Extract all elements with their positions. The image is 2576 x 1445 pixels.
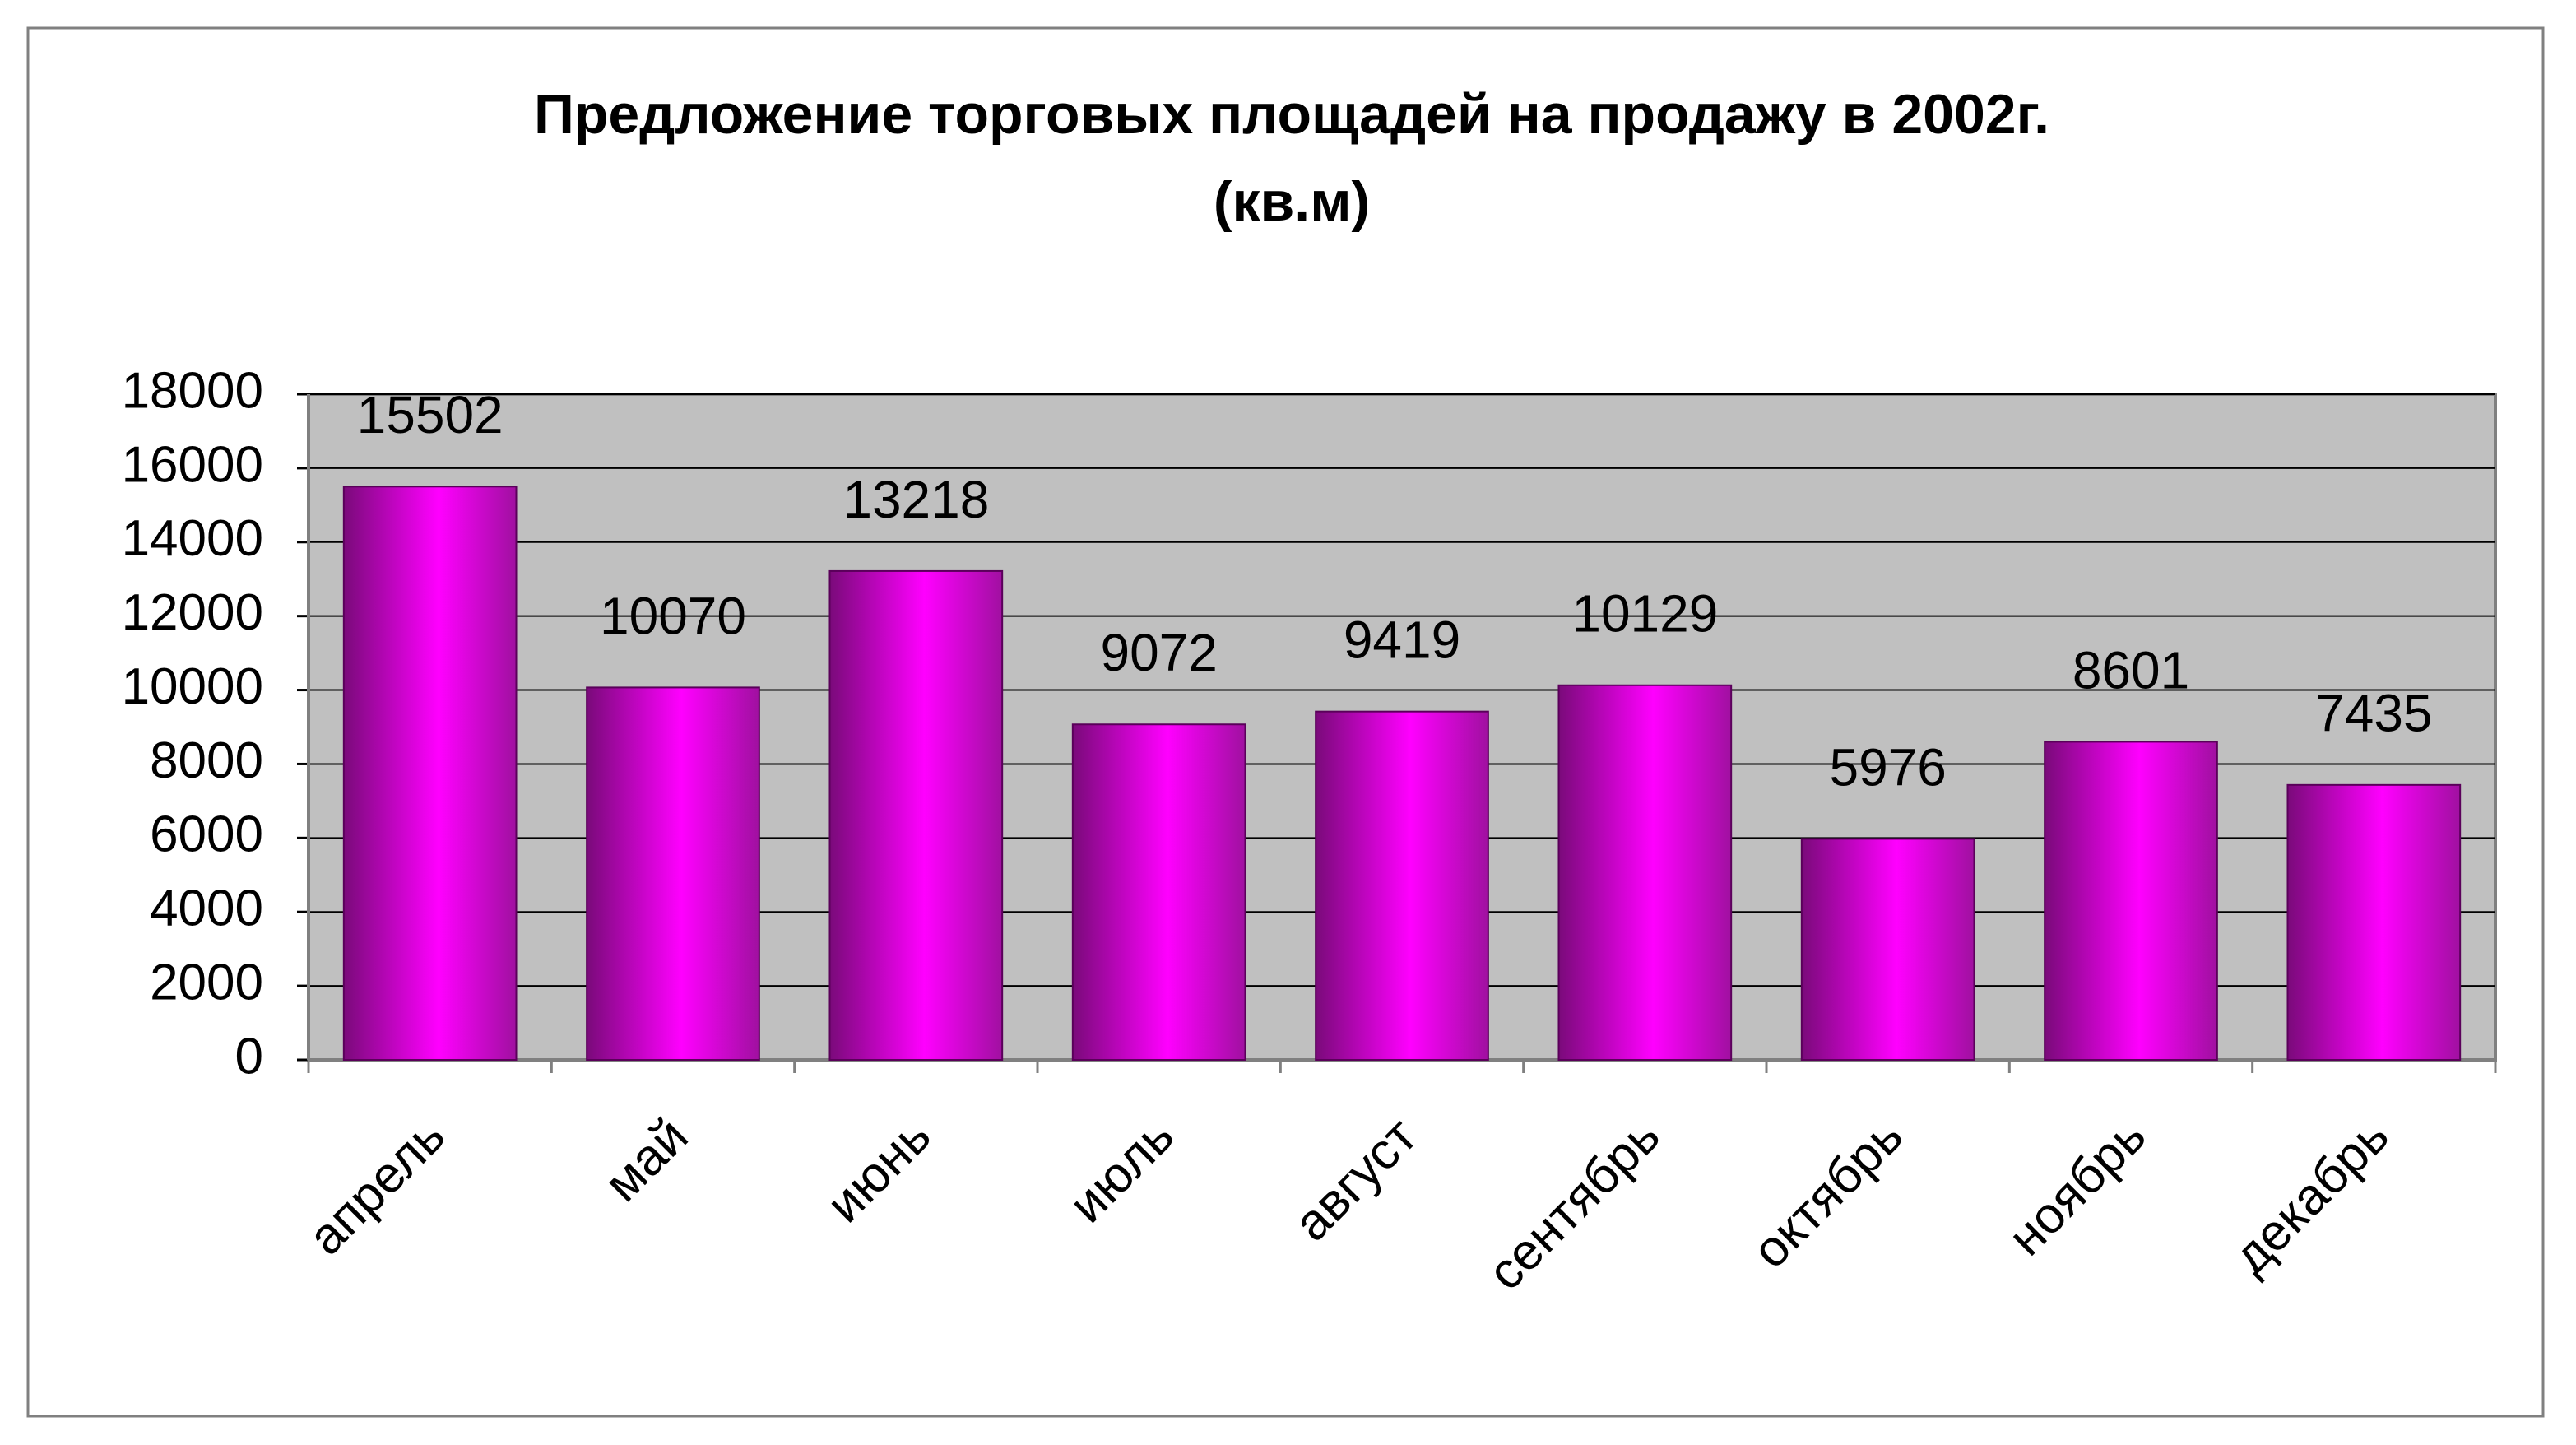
y-tick-label: 16000 <box>122 436 263 493</box>
y-tick-label: 10000 <box>122 658 263 715</box>
bar <box>828 569 1004 1061</box>
value-label: 10070 <box>600 586 746 645</box>
value-label: 10129 <box>1571 584 1718 644</box>
y-tick-label: 8000 <box>150 732 263 789</box>
y-tick-label: 2000 <box>150 954 263 1011</box>
y-tick-label: 14000 <box>122 510 263 567</box>
y-tick-label: 6000 <box>150 806 263 863</box>
y-tick-label: 12000 <box>122 584 263 641</box>
bar <box>2286 783 2462 1062</box>
value-label: 7435 <box>2315 684 2432 743</box>
bar <box>586 686 760 1061</box>
bar <box>1071 723 1246 1061</box>
value-label: 9419 <box>1344 611 1460 670</box>
value-label: 9072 <box>1100 623 1217 682</box>
bar <box>342 486 518 1061</box>
y-tick-label: 4000 <box>150 880 263 937</box>
chart-title: (кв.м) <box>1214 170 1370 233</box>
bar <box>1557 684 1733 1062</box>
y-tick-label: 0 <box>235 1028 263 1085</box>
value-label: 8601 <box>2072 640 2189 699</box>
chart-title: Предложение торговых площадей на продажу… <box>534 83 2049 146</box>
bar <box>2044 741 2218 1062</box>
value-label: 13218 <box>842 470 989 529</box>
value-label: 15502 <box>357 385 504 444</box>
value-label: 5976 <box>1829 737 1946 797</box>
y-tick-label: 18000 <box>122 362 263 419</box>
bar <box>1800 838 1975 1061</box>
bar <box>1315 710 1489 1061</box>
